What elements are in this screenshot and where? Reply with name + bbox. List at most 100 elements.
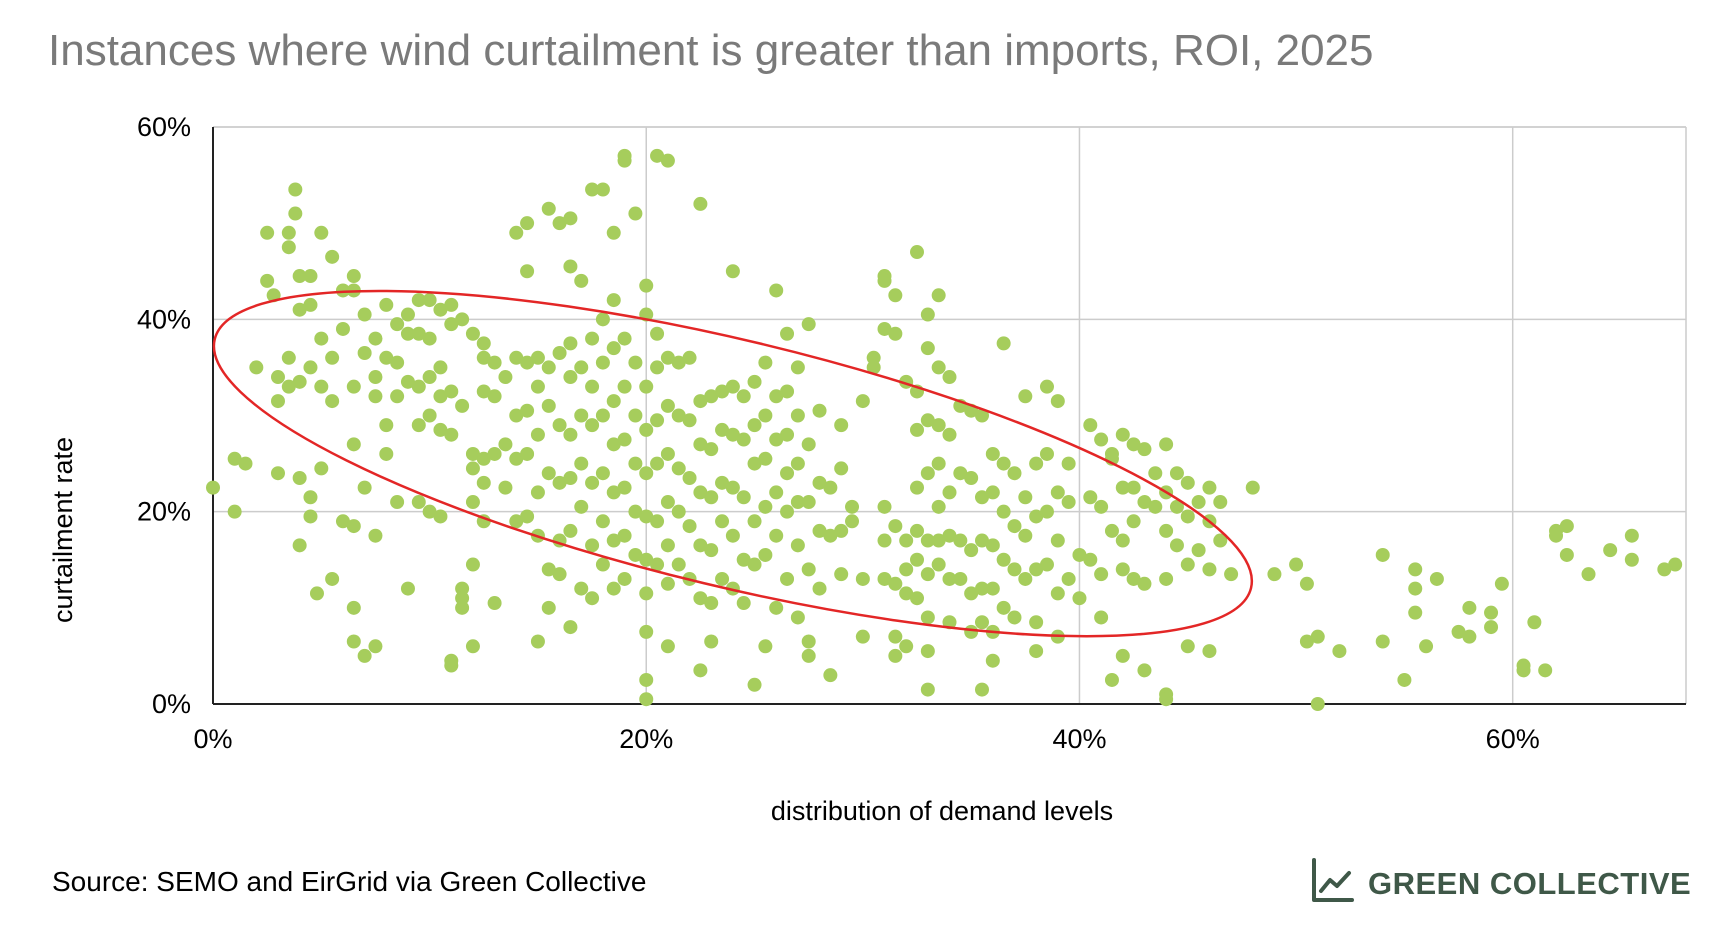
- data-point: [520, 355, 535, 370]
- data-point: [509, 408, 524, 423]
- data-point: [563, 471, 578, 486]
- data-point: [725, 264, 740, 279]
- data-point: [595, 355, 610, 370]
- data-point: [1115, 533, 1130, 548]
- data-point: [899, 586, 914, 601]
- data-point: [563, 259, 578, 274]
- data-point: [1050, 394, 1065, 409]
- data-point: [314, 225, 329, 240]
- data-point: [346, 379, 361, 394]
- data-point: [325, 394, 340, 409]
- data-point: [476, 350, 491, 365]
- brand-logo: GREEN COLLECTIVE: [1310, 858, 1691, 909]
- data-point: [1202, 644, 1217, 659]
- data-point: [931, 288, 946, 303]
- data-point: [422, 408, 437, 423]
- data-point: [400, 374, 415, 389]
- data-point: [335, 514, 350, 529]
- data-point: [682, 471, 697, 486]
- data-point: [942, 427, 957, 442]
- data-point: [346, 600, 361, 615]
- data-point: [639, 552, 654, 567]
- data-point: [639, 466, 654, 481]
- data-point: [942, 370, 957, 385]
- data-point: [563, 370, 578, 385]
- data-point: [444, 427, 459, 442]
- data-point: [974, 682, 989, 697]
- data-point: [780, 384, 795, 399]
- data-point: [715, 422, 730, 437]
- data-point: [541, 201, 556, 216]
- data-point: [1180, 557, 1195, 572]
- data-point: [1213, 533, 1228, 548]
- data-point: [845, 514, 860, 529]
- data-point: [260, 273, 275, 288]
- data-point: [465, 326, 480, 341]
- data-point: [693, 663, 708, 678]
- data-point: [487, 596, 502, 611]
- data-point: [1462, 600, 1477, 615]
- data-point: [411, 418, 426, 433]
- data-point: [1029, 562, 1044, 577]
- data-point: [639, 278, 654, 293]
- data-point: [563, 211, 578, 226]
- data-point: [660, 639, 675, 654]
- data-point: [606, 225, 621, 240]
- data-point: [964, 471, 979, 486]
- x-tick-label: 20%: [619, 724, 673, 754]
- data-point: [1180, 639, 1195, 654]
- data-point: [682, 350, 697, 365]
- data-point: [292, 269, 307, 284]
- data-point: [292, 302, 307, 317]
- data-point: [433, 509, 448, 524]
- data-point: [530, 379, 545, 394]
- data-point: [455, 312, 470, 327]
- data-point: [920, 567, 935, 582]
- data-point: [996, 336, 1011, 351]
- data-point: [942, 615, 957, 630]
- data-point: [1137, 576, 1152, 591]
- data-point: [1083, 552, 1098, 567]
- data-point: [411, 326, 426, 341]
- data-point: [899, 639, 914, 654]
- data-point: [996, 600, 1011, 615]
- data-point: [325, 249, 340, 264]
- data-point: [639, 692, 654, 707]
- data-point: [379, 446, 394, 461]
- data-point: [650, 456, 665, 471]
- data-point: [888, 629, 903, 644]
- data-point: [920, 307, 935, 322]
- data-point: [487, 446, 502, 461]
- data-point: [595, 312, 610, 327]
- data-point: [335, 321, 350, 336]
- data-point: [476, 475, 491, 490]
- data-point: [1180, 475, 1195, 490]
- data-point: [1018, 490, 1033, 505]
- data-point: [1137, 663, 1152, 678]
- data-point: [660, 538, 675, 553]
- data-point: [1007, 519, 1022, 534]
- data-point: [1397, 672, 1412, 687]
- data-point: [541, 600, 556, 615]
- data-point: [704, 442, 719, 457]
- data-point: [758, 451, 773, 466]
- data-point: [1148, 499, 1163, 514]
- data-point: [595, 408, 610, 423]
- data-point: [660, 350, 675, 365]
- data-point: [530, 350, 545, 365]
- data-point: [877, 499, 892, 514]
- data-point: [974, 615, 989, 630]
- data-point: [899, 562, 914, 577]
- data-point: [942, 485, 957, 500]
- data-point: [552, 418, 567, 433]
- data-point: [400, 326, 415, 341]
- data-point: [920, 610, 935, 625]
- data-point: [292, 538, 307, 553]
- data-point: [400, 581, 415, 596]
- data-point: [606, 581, 621, 596]
- data-point: [585, 538, 600, 553]
- data-point: [1029, 644, 1044, 659]
- data-point: [747, 514, 762, 529]
- data-point: [1061, 571, 1076, 586]
- data-point: [682, 413, 697, 428]
